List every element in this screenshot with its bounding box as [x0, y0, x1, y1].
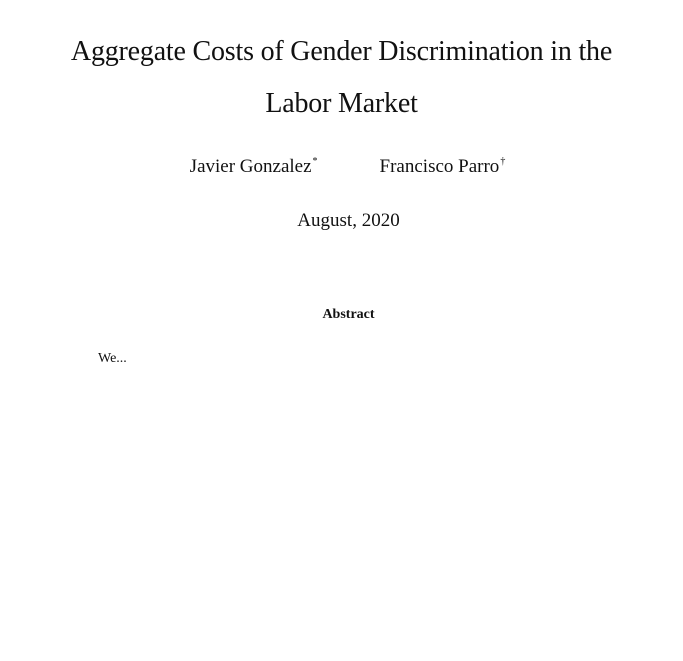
abstract-heading: Abstract: [322, 307, 375, 322]
author-2-footnote-mark[interactable]: †: [500, 155, 506, 167]
author-1-footnote-mark[interactable]: *: [312, 155, 318, 167]
abstract-body: We...: [98, 351, 127, 366]
author-list: Javier Gonzalez* Francisco Parro†: [0, 156, 683, 178]
title-line-1: Aggregate Costs of Gender Discrimination…: [70, 36, 613, 67]
author-1-name: Javier Gonzalez: [189, 156, 312, 177]
author-2-name: Francisco Parro: [379, 156, 500, 177]
title-line-2: Labor Market: [265, 88, 418, 119]
paper-date: August, 2020: [297, 210, 400, 231]
author-1: Javier Gonzalez*: [178, 156, 318, 178]
paper-title: Aggregate Costs of Gender Discrimination…: [0, 26, 683, 130]
author-2: Francisco Parro†: [368, 156, 506, 178]
